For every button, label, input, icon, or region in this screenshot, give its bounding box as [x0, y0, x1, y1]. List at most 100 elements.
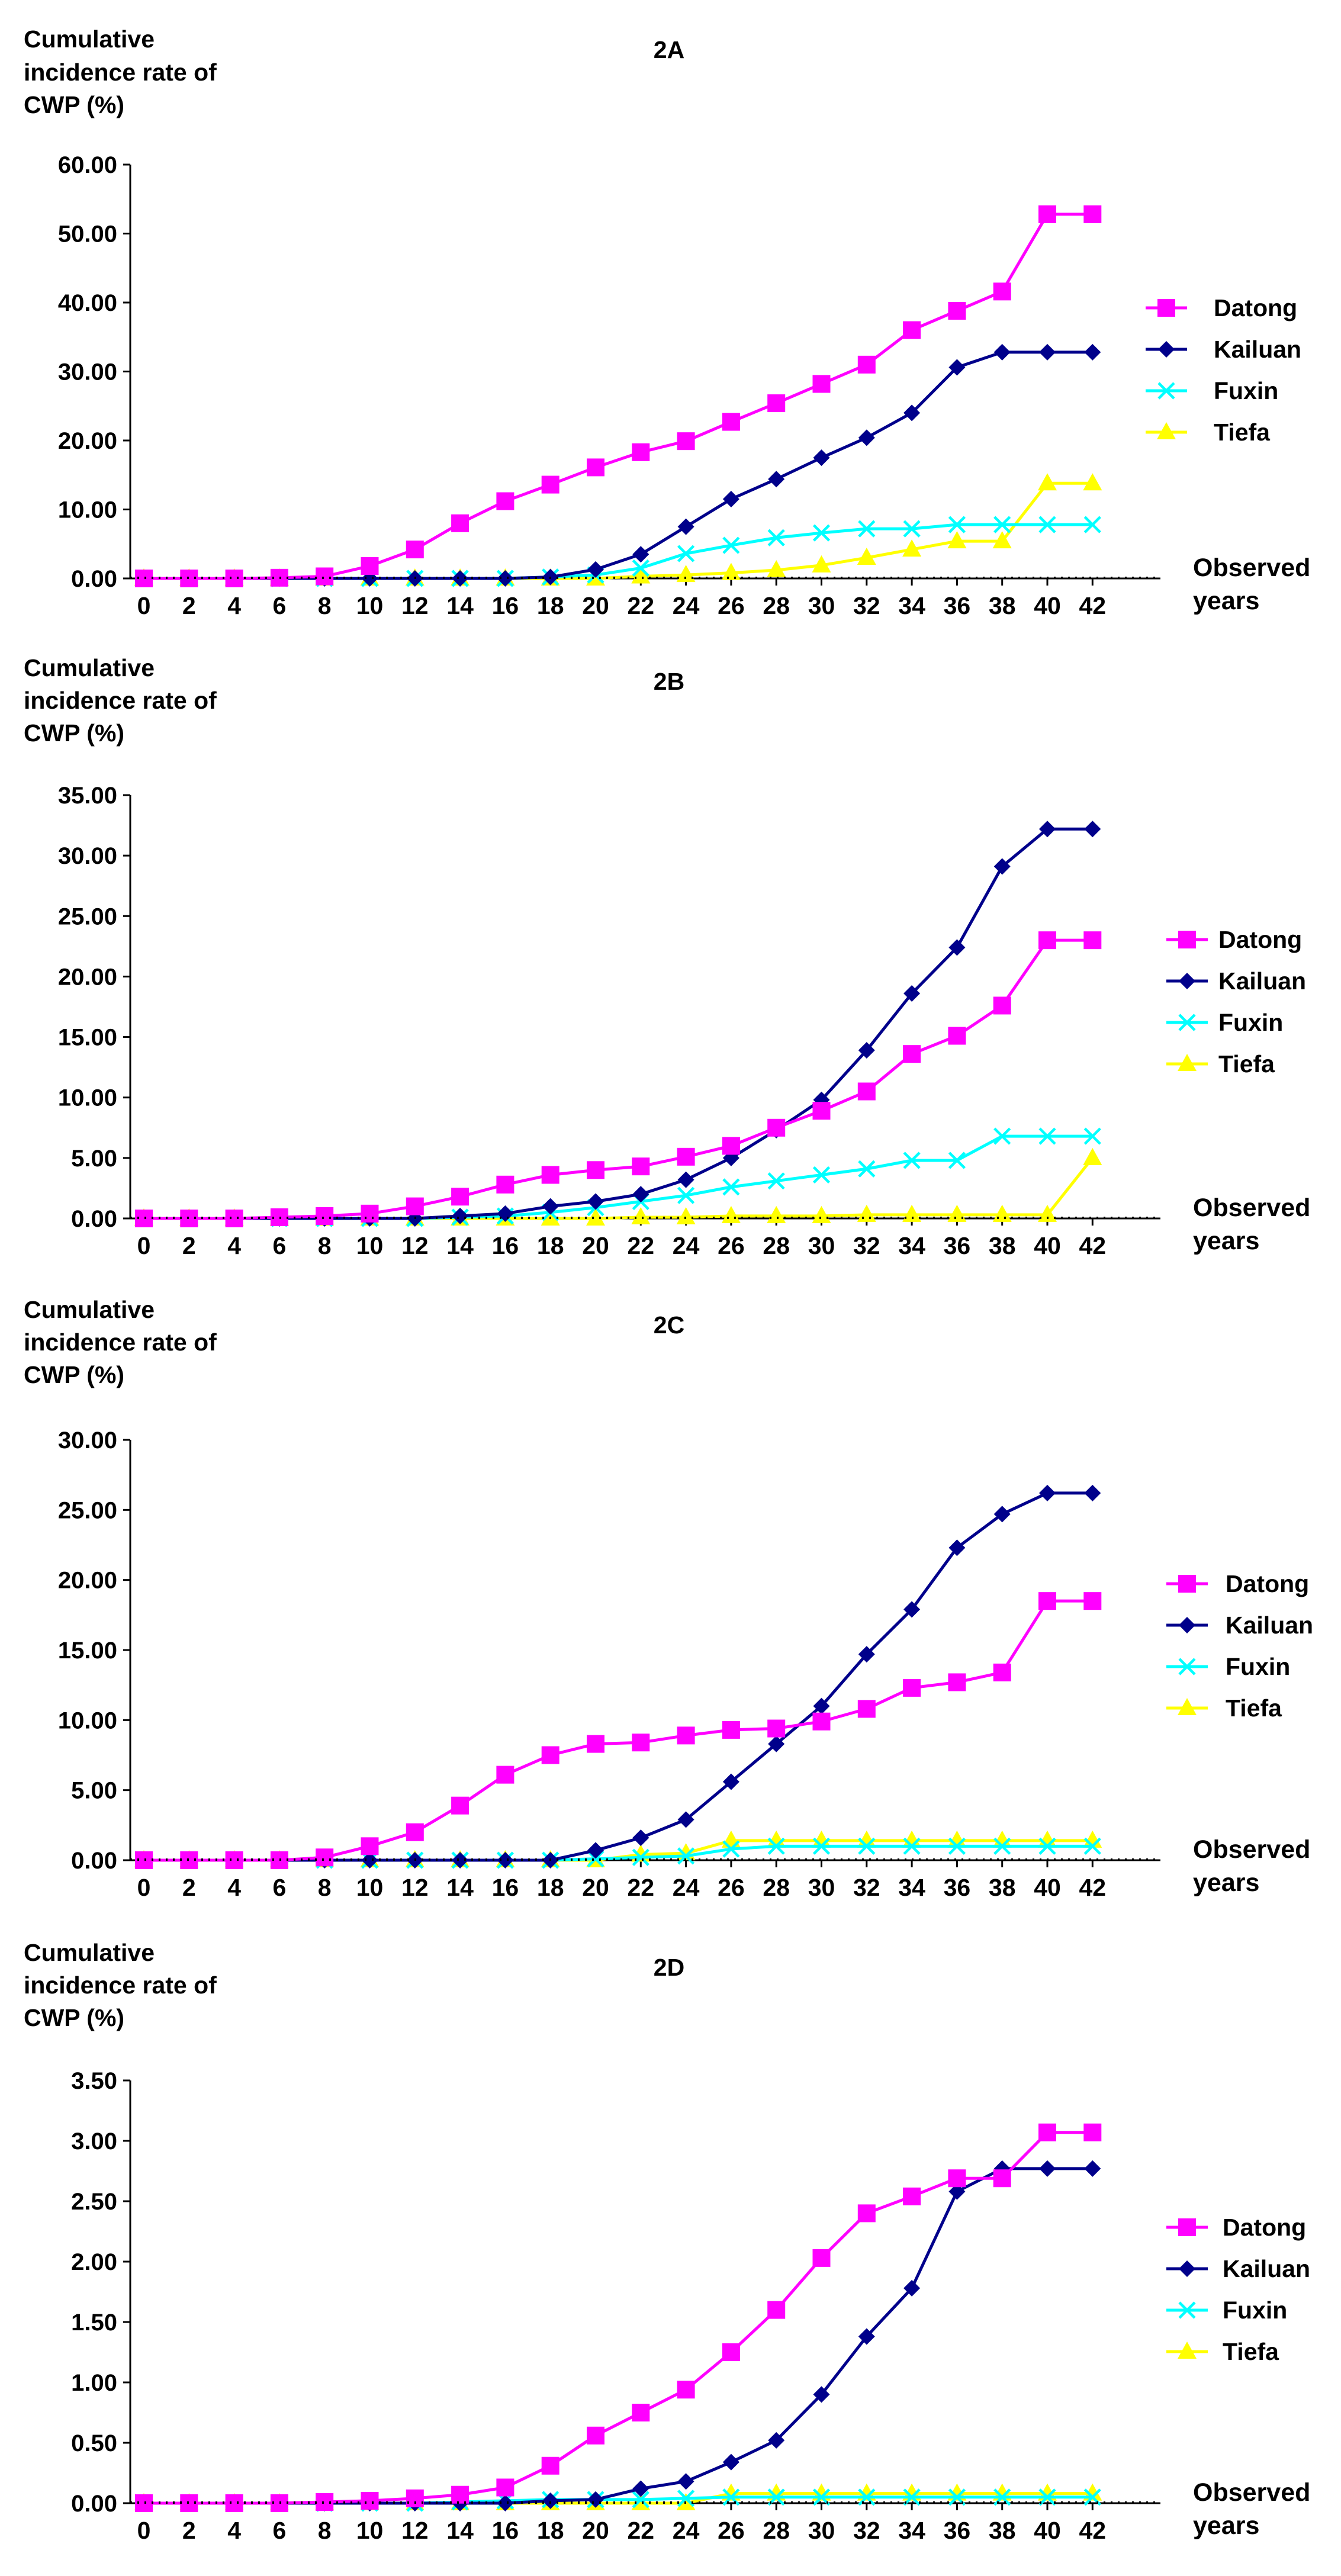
x-tick-label: 20 — [582, 2517, 609, 2544]
legend: Datong Kailuan Fuxin Tiefa — [1166, 926, 1306, 1078]
x-tick-label: 42 — [1079, 2517, 1106, 2544]
x-tick-label: 8 — [318, 592, 332, 619]
point-kailuan — [497, 2495, 514, 2511]
x-tick-label: 28 — [763, 1232, 790, 1259]
x-tick-label: 16 — [492, 1232, 519, 1259]
point-datong — [1083, 1592, 1102, 1610]
y-tick-label: 10.00 — [58, 497, 117, 523]
point-kailuan — [768, 1735, 785, 1752]
x-tick-label: 18 — [537, 1874, 564, 1901]
y-tick-label: 5.00 — [71, 1146, 117, 1172]
point-kailuan — [903, 1601, 921, 1618]
point-datong — [632, 1734, 650, 1752]
point-fuxin — [858, 520, 876, 538]
point-datong — [993, 2169, 1011, 2188]
point-datong — [857, 1082, 876, 1101]
x-tick-label: 40 — [1034, 592, 1061, 619]
x-tick-label: 6 — [272, 2517, 286, 2544]
x-tick-label: 4 — [227, 592, 241, 619]
y-tick-label: 35.00 — [58, 783, 117, 809]
y-axis-label-line: incidence rate of — [24, 1329, 217, 1356]
legend-label-kailuan: Kailuan — [1226, 1612, 1313, 1639]
x-tick-label: 36 — [944, 1874, 971, 1901]
point-kailuan — [452, 570, 469, 587]
point-datong — [722, 413, 740, 431]
legend-label-fuxin: Fuxin — [1214, 377, 1278, 404]
x-tick-label: 26 — [718, 1232, 745, 1259]
point-datong — [1038, 2123, 1056, 2141]
x-tick-label: 30 — [808, 1232, 835, 1259]
point-fuxin — [948, 1152, 966, 1169]
point-kailuan — [587, 561, 604, 578]
y-tick-label: 30.00 — [58, 359, 117, 385]
x-tick-label: 28 — [763, 2517, 790, 2544]
x-tick-label: 22 — [627, 592, 654, 619]
series-datong — [135, 205, 1102, 587]
x-tick-label: 6 — [272, 592, 286, 619]
legend-label-fuxin: Fuxin — [1218, 1009, 1283, 1036]
point-datong — [857, 1700, 876, 1718]
x-axis-label-line: years — [1193, 1869, 1259, 1897]
x-tick-label: 20 — [582, 1874, 609, 1901]
point-kailuan — [948, 359, 966, 376]
point-tiefa — [992, 1830, 1012, 1848]
point-datong — [361, 557, 379, 575]
legend-label-datong: Datong — [1223, 2214, 1306, 2241]
x-tick-label: 30 — [808, 2517, 835, 2544]
point-kailuan — [1084, 2160, 1101, 2177]
point-kailuan — [632, 546, 649, 563]
point-kailuan — [677, 1811, 694, 1828]
point-tiefa — [947, 1830, 967, 1848]
point-tiefa — [767, 1830, 786, 1848]
point-datong — [541, 1166, 559, 1184]
point-fuxin — [993, 516, 1011, 533]
point-datong — [722, 1137, 740, 1155]
x-tick-label: 12 — [401, 1874, 429, 1901]
point-fuxin — [903, 2488, 921, 2506]
point-datong — [451, 1796, 469, 1815]
x-tick-label: 42 — [1079, 1874, 1106, 1901]
point-fuxin — [903, 1152, 921, 1169]
point-datong — [541, 1746, 559, 1764]
point-kailuan — [858, 1646, 875, 1663]
y-axis-label-line: CWP (%) — [24, 1361, 124, 1388]
point-fuxin — [993, 1837, 1011, 1855]
point-tiefa — [586, 1208, 605, 1226]
y-axis-label-line: incidence rate of — [24, 59, 217, 86]
point-kailuan — [1084, 821, 1101, 838]
x-tick-label: 38 — [989, 1874, 1016, 1901]
point-datong — [1083, 205, 1102, 223]
y-tick-label: 15.00 — [58, 1638, 117, 1664]
point-kailuan — [722, 1773, 739, 1790]
point-tiefa — [812, 1830, 831, 1848]
y-tick-label: 50.00 — [58, 221, 117, 247]
x-tick-label: 8 — [318, 1232, 332, 1259]
x-tick-label: 10 — [356, 2517, 384, 2544]
point-datong — [632, 1157, 650, 1176]
y-axis-label-line: incidence rate of — [24, 1972, 217, 1999]
point-tiefa — [902, 539, 922, 557]
point-kailuan — [542, 2492, 559, 2509]
x-axis-label-line: Observed — [1193, 1835, 1310, 1864]
y-tick-label: 0.00 — [71, 1848, 117, 1874]
panel-title: 2D — [654, 1954, 684, 1981]
point-kailuan — [722, 2453, 739, 2471]
point-kailuan — [677, 518, 694, 535]
x-tick-label: 42 — [1079, 592, 1106, 619]
point-fuxin — [632, 559, 649, 577]
x-tick-label: 30 — [808, 592, 835, 619]
point-datong — [722, 1720, 740, 1739]
y-tick-label: 10.00 — [58, 1085, 117, 1111]
x-tick-label: 4 — [227, 1874, 241, 1901]
x-tick-label: 20 — [582, 1232, 609, 1259]
x-axis-label-line: Observed — [1193, 2478, 1310, 2507]
series-line-datong — [144, 938, 1093, 1220]
point-kailuan — [677, 1171, 694, 1188]
point-fuxin — [1038, 1837, 1056, 1855]
point-tiefa — [1083, 1830, 1102, 1848]
point-datong — [767, 2301, 786, 2319]
point-fuxin — [903, 1837, 921, 1855]
point-tiefa — [812, 555, 831, 573]
x-tick-label: 28 — [763, 1874, 790, 1901]
x-tick-label: 34 — [898, 1232, 925, 1259]
